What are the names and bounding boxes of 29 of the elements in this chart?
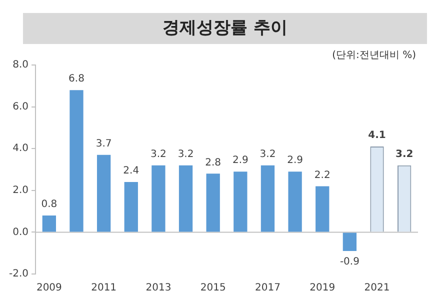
data-label: 3.2 — [178, 148, 194, 160]
data-label: 3.7 — [96, 138, 112, 150]
data-label: 2.2 — [314, 170, 330, 181]
data-label: 4.1 — [368, 130, 386, 142]
y-tick-label: 6.0 — [12, 101, 29, 112]
x-tick-label: 2021 — [364, 282, 390, 294]
y-tick-label: 0.0 — [12, 226, 29, 238]
data-label: 0.8 — [41, 199, 58, 210]
chart-subtitle: (단위:전년대비 %) — [332, 49, 416, 62]
data-label: 3.2 — [395, 148, 414, 160]
y-tick-label: 4.0 — [12, 143, 29, 154]
y-tick-label: 2.0 — [12, 184, 29, 196]
y-tick-label: -2.0 — [8, 268, 29, 280]
data-label: 3.2 — [260, 148, 276, 160]
x-tick-label: 2017 — [255, 282, 280, 294]
x-tick-label: 2011 — [91, 282, 117, 294]
data-label: 2.9 — [232, 155, 248, 166]
chart-title: 경제성장률 추이 — [23, 13, 427, 44]
x-tick-label: 2009 — [36, 282, 62, 294]
data-label: -0.9 — [340, 256, 360, 268]
data-label: 2.4 — [123, 166, 140, 177]
data-label: 6.8 — [68, 74, 84, 85]
data-label: 2.8 — [205, 157, 222, 168]
x-tick-label: 2013 — [146, 282, 172, 294]
data-label: 3.2 — [150, 148, 166, 160]
data-label: 2.9 — [287, 155, 304, 166]
x-tick-label: 2015 — [200, 282, 226, 294]
y-tick-label: 8.0 — [12, 60, 29, 71]
x-tick-label: 2019 — [310, 282, 336, 294]
